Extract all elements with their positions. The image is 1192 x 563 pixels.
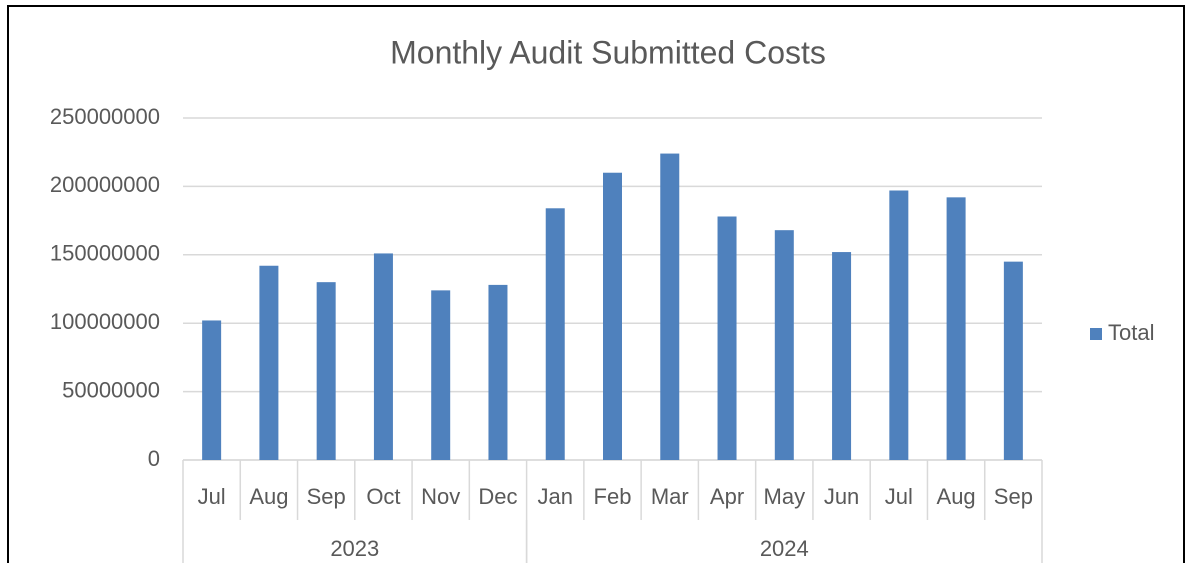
group-label: 2023 — [330, 536, 379, 561]
group-label: 2024 — [760, 536, 809, 561]
x-tick-label: Jul — [885, 484, 913, 509]
bar — [373, 253, 393, 460]
bar — [717, 216, 737, 460]
x-tick-label: Jul — [198, 484, 226, 509]
y-tick-label: 0 — [148, 446, 160, 471]
bar — [488, 284, 508, 460]
bar — [889, 190, 909, 460]
y-tick-label: 50000000 — [62, 377, 160, 402]
y-tick-label: 250000000 — [50, 104, 160, 129]
x-tick-label: Sep — [994, 484, 1033, 509]
x-tick-label: May — [764, 484, 806, 509]
x-tick-label: Jan — [537, 484, 572, 509]
x-tick-label: Nov — [421, 484, 460, 509]
x-tick-label: Jun — [824, 484, 859, 509]
bar — [660, 153, 680, 460]
bar — [1003, 261, 1023, 460]
y-tick-label: 200000000 — [50, 172, 160, 197]
chart-title: Monthly Audit Submitted Costs — [390, 34, 826, 70]
bar — [774, 230, 794, 460]
bar — [545, 208, 565, 460]
x-tick-label: Feb — [594, 484, 632, 509]
x-tick-label: Apr — [710, 484, 744, 509]
y-tick-label: 100000000 — [50, 309, 160, 334]
bar — [316, 282, 336, 460]
bar — [259, 265, 279, 460]
x-tick-label: Aug — [249, 484, 288, 509]
y-tick-label: 150000000 — [50, 241, 160, 266]
legend-swatch — [1090, 328, 1102, 340]
x-tick-label: Mar — [651, 484, 689, 509]
legend-label: Total — [1108, 320, 1154, 345]
bar — [431, 290, 451, 460]
bar — [832, 252, 852, 460]
x-tick-label: Aug — [937, 484, 976, 509]
chart-frame — [7, 5, 1185, 563]
bar — [603, 172, 622, 460]
x-tick-label: Sep — [307, 484, 346, 509]
x-tick-label: Oct — [366, 484, 400, 509]
bar — [202, 320, 222, 460]
x-tick-label: Dec — [478, 484, 517, 509]
bar — [946, 197, 966, 460]
